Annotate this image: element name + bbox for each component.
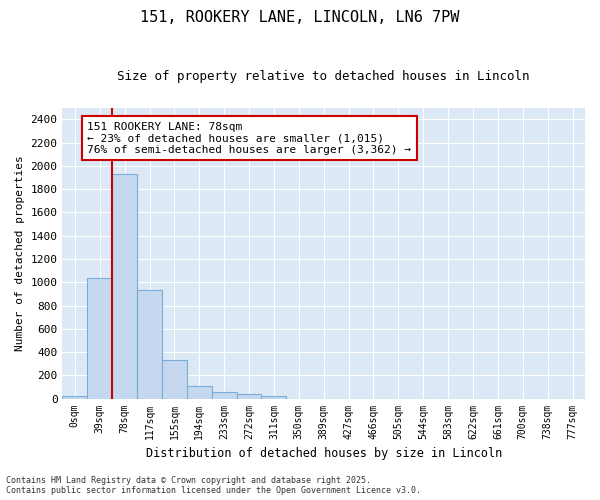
Text: 151, ROOKERY LANE, LINCOLN, LN6 7PW: 151, ROOKERY LANE, LINCOLN, LN6 7PW xyxy=(140,10,460,25)
Bar xyxy=(262,396,286,398)
Text: 151 ROOKERY LANE: 78sqm
← 23% of detached houses are smaller (1,015)
76% of semi: 151 ROOKERY LANE: 78sqm ← 23% of detache… xyxy=(88,122,412,155)
Bar xyxy=(137,290,162,399)
Bar xyxy=(62,396,88,398)
Bar xyxy=(162,360,187,399)
Bar xyxy=(112,174,137,398)
Bar xyxy=(88,278,112,398)
Bar xyxy=(236,394,262,398)
Text: Contains HM Land Registry data © Crown copyright and database right 2025.
Contai: Contains HM Land Registry data © Crown c… xyxy=(6,476,421,495)
Bar xyxy=(212,392,236,398)
Y-axis label: Number of detached properties: Number of detached properties xyxy=(15,156,25,351)
X-axis label: Distribution of detached houses by size in Lincoln: Distribution of detached houses by size … xyxy=(146,447,502,460)
Bar xyxy=(187,386,212,398)
Title: Size of property relative to detached houses in Lincoln: Size of property relative to detached ho… xyxy=(118,70,530,83)
